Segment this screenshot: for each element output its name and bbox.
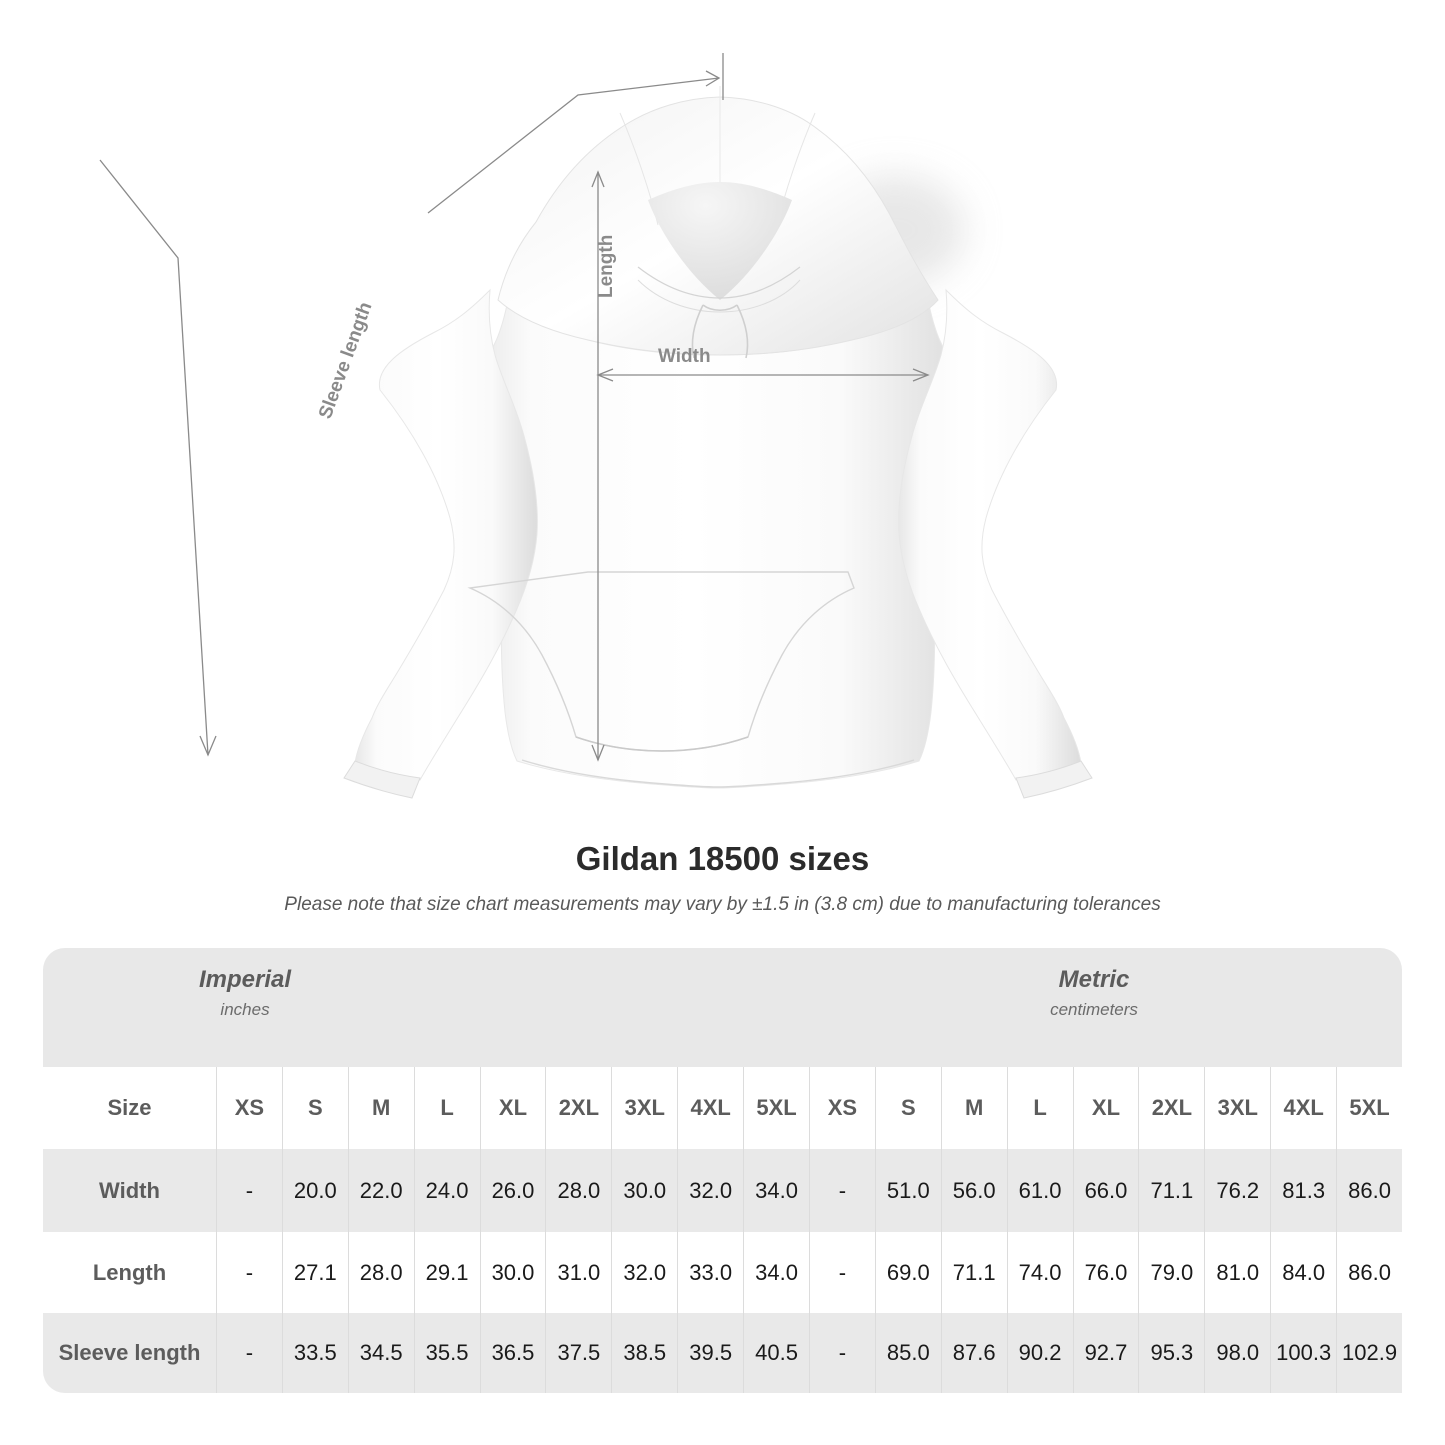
svg-text:Sleeve length: Sleeve length <box>315 299 377 421</box>
svg-text:Width: Width <box>658 346 711 367</box>
svg-text:Length: Length <box>596 235 617 298</box>
